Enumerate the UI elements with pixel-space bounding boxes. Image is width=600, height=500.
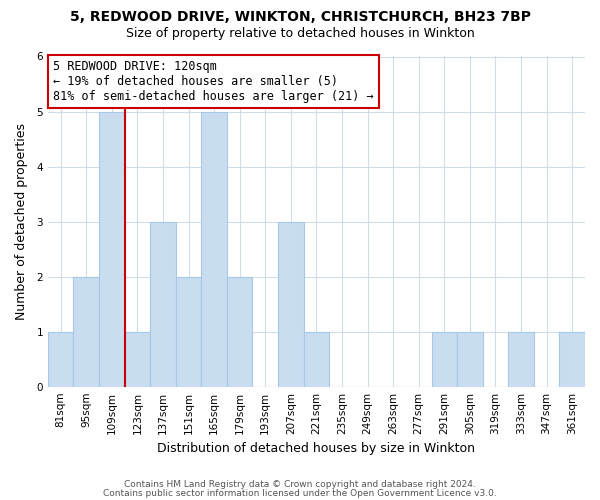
Bar <box>99 112 125 386</box>
Bar <box>457 332 482 386</box>
Bar <box>227 276 253 386</box>
Bar <box>176 276 201 386</box>
Bar <box>304 332 329 386</box>
Text: 5, REDWOOD DRIVE, WINKTON, CHRISTCHURCH, BH23 7BP: 5, REDWOOD DRIVE, WINKTON, CHRISTCHURCH,… <box>70 10 530 24</box>
Bar <box>73 276 99 386</box>
Text: Size of property relative to detached houses in Winkton: Size of property relative to detached ho… <box>125 28 475 40</box>
Bar <box>431 332 457 386</box>
Bar <box>48 332 73 386</box>
Bar <box>150 222 176 386</box>
Bar <box>559 332 585 386</box>
Bar <box>278 222 304 386</box>
Y-axis label: Number of detached properties: Number of detached properties <box>15 123 28 320</box>
Text: Contains HM Land Registry data © Crown copyright and database right 2024.: Contains HM Land Registry data © Crown c… <box>124 480 476 489</box>
X-axis label: Distribution of detached houses by size in Winkton: Distribution of detached houses by size … <box>157 442 475 455</box>
Bar <box>201 112 227 386</box>
Bar <box>508 332 534 386</box>
Text: Contains public sector information licensed under the Open Government Licence v3: Contains public sector information licen… <box>103 488 497 498</box>
Bar <box>125 332 150 386</box>
Text: 5 REDWOOD DRIVE: 120sqm
← 19% of detached houses are smaller (5)
81% of semi-det: 5 REDWOOD DRIVE: 120sqm ← 19% of detache… <box>53 60 374 103</box>
